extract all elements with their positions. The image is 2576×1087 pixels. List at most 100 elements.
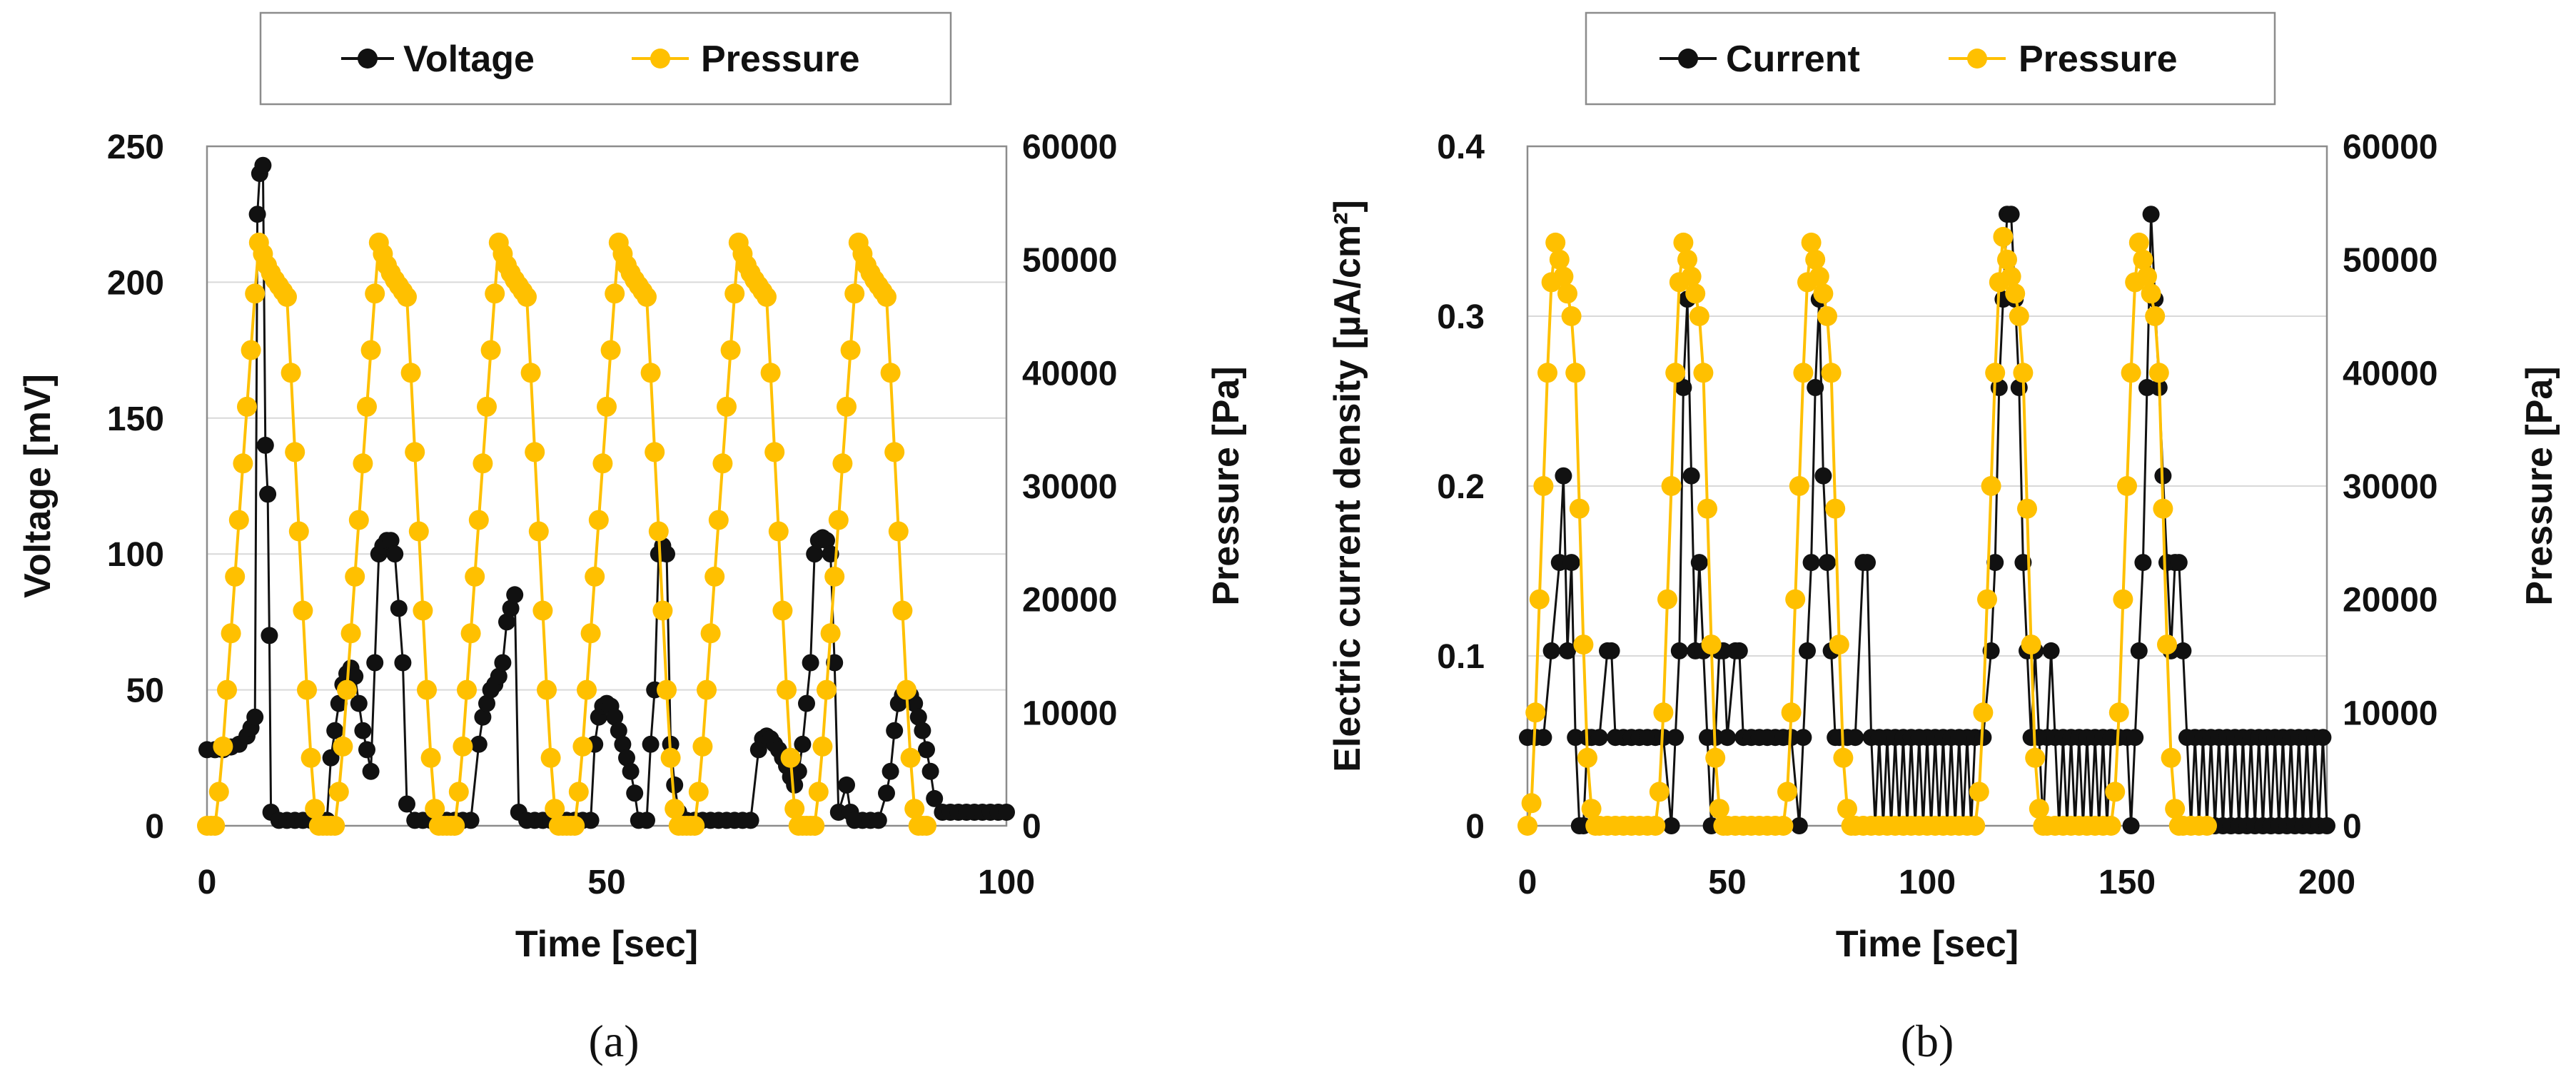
point-current: [1567, 729, 1585, 747]
point-voltage: [490, 667, 507, 685]
point-voltage: [366, 654, 384, 672]
point-pressure: [772, 600, 793, 621]
point-voltage: [826, 654, 844, 672]
point-pressure: [824, 566, 845, 587]
point-pressure: [2013, 363, 2034, 383]
point-pressure: [1697, 498, 1717, 519]
x-tick-label: 0: [1518, 864, 1537, 901]
point-current: [1562, 554, 1580, 572]
point-pressure: [208, 782, 229, 802]
point-pressure: [840, 340, 861, 360]
point-pressure: [1685, 283, 1706, 304]
point-pressure: [2133, 249, 2153, 270]
point-pressure: [1657, 589, 1677, 610]
point-pressure: [345, 566, 365, 587]
point-pressure: [880, 363, 901, 383]
y-right-ticks-b: 0 10000 20000 30000 40000 50000 60000: [2343, 128, 2438, 846]
point-pressure: [884, 442, 905, 462]
point-pressure: [1525, 702, 1546, 723]
x-axis-label-b: Time [sec]: [1836, 924, 2019, 965]
point-pressure: [1645, 816, 1666, 836]
point-pressure: [353, 453, 373, 474]
point-pressure: [1661, 476, 1682, 496]
point-current: [2126, 729, 2144, 747]
point-pressure: [2117, 476, 2137, 496]
point-pressure: [700, 623, 721, 644]
y-left-tick-label: 0: [145, 808, 164, 846]
point-pressure: [328, 782, 349, 802]
point-current: [1675, 379, 1692, 396]
point-pressure: [648, 521, 669, 542]
point-pressure: [1709, 799, 1729, 819]
point-voltage: [921, 762, 939, 780]
point-pressure: [413, 600, 433, 621]
point-voltage: [622, 762, 640, 780]
point-current: [1794, 729, 1812, 747]
point-pressure: [2108, 702, 2129, 723]
point-pressure: [1545, 232, 1566, 253]
y-right-tick-label: 60000: [1022, 128, 1117, 166]
point-pressure: [1521, 793, 1542, 814]
point-voltage: [909, 708, 927, 726]
y-right-ticks-a: 0 10000 20000 30000 40000 50000 60000: [1022, 128, 1117, 846]
point-pressure: [2009, 306, 2029, 326]
point-pressure: [1561, 306, 1582, 326]
y-right-tick-label: 30000: [1022, 468, 1117, 506]
point-voltage: [494, 654, 512, 672]
point-pressure: [820, 623, 841, 644]
point-pressure: [808, 782, 829, 802]
point-pressure: [405, 442, 425, 462]
point-voltage: [918, 741, 935, 759]
point-pressure: [757, 287, 777, 307]
point-pressure: [2141, 283, 2161, 304]
point-pressure: [1529, 589, 1550, 610]
point-voltage: [658, 545, 675, 563]
point-current: [1670, 642, 1688, 659]
point-pressure: [520, 363, 541, 383]
y-right-tick-label: 10000: [1022, 694, 1117, 732]
point-voltage: [882, 762, 899, 780]
point-pressure: [585, 566, 605, 587]
point-pressure: [360, 340, 381, 360]
legend-b: Current Pressure: [1585, 11, 2276, 106]
point-pressure: [1689, 306, 1709, 326]
x-axis-label-a: Time [sec]: [515, 924, 698, 965]
point-current: [1790, 817, 1808, 834]
point-pressure: [357, 396, 377, 417]
point-pressure: [457, 679, 477, 700]
point-pressure: [592, 453, 613, 474]
point-pressure: [300, 747, 321, 768]
point-pressure: [708, 510, 729, 530]
point-voltage: [506, 586, 524, 604]
point-pressure: [1565, 363, 1586, 383]
point-current: [1559, 642, 1576, 659]
point-pressure: [572, 736, 593, 757]
point-pressure: [844, 283, 865, 304]
y-right-tick-label: 60000: [2343, 128, 2438, 166]
point-pressure: [712, 453, 733, 474]
point-voltage: [474, 708, 492, 726]
point-current: [1682, 467, 1700, 485]
legend-a-voltage-marker: [358, 49, 378, 69]
point-pressure: [225, 566, 246, 587]
point-pressure: [2001, 266, 2021, 287]
point-current: [1730, 642, 1748, 659]
point-voltage: [806, 545, 824, 563]
point-pressure: [692, 736, 713, 757]
x-tick-label: 50: [587, 864, 625, 901]
point-pressure: [217, 679, 237, 700]
point-pressure: [1817, 306, 1837, 326]
point-pressure: [528, 521, 549, 542]
point-voltage: [462, 812, 480, 829]
point-voltage: [614, 735, 632, 753]
point-pressure: [685, 816, 705, 836]
point-current: [1662, 817, 1680, 834]
point-voltage: [346, 667, 364, 685]
y-left-tick-label: 150: [107, 400, 164, 438]
point-pressure: [837, 396, 857, 417]
point-pressure: [1557, 283, 1577, 304]
point-pressure: [688, 782, 709, 802]
point-current: [2318, 817, 2335, 834]
point-current: [1859, 554, 1876, 572]
